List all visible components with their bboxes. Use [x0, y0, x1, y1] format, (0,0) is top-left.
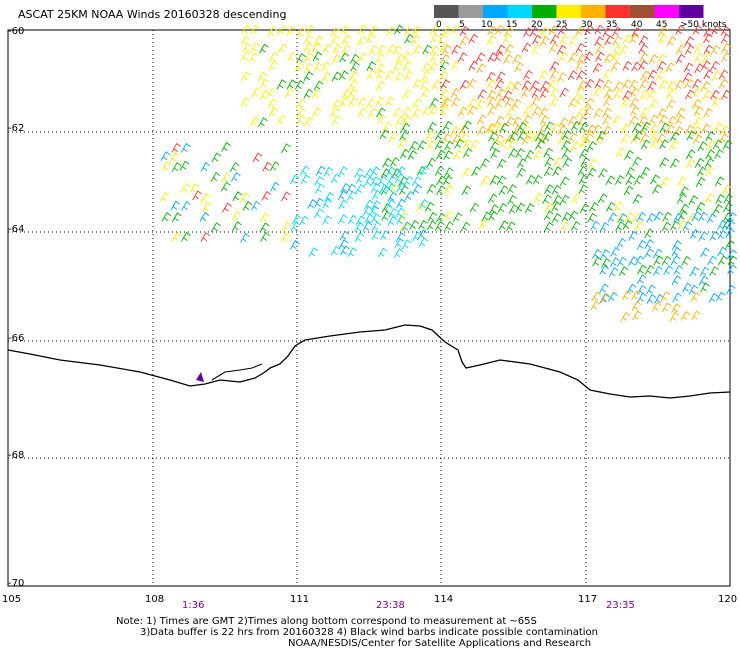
legend-swatch [507, 5, 532, 18]
legend-swatch [483, 5, 508, 18]
lon-label: 120 [718, 594, 738, 605]
legend-label: >50 knots [680, 20, 727, 30]
legend-label: 30 [581, 20, 593, 30]
lat-label: -64 [8, 224, 25, 235]
legend-swatch [679, 5, 704, 18]
legend-label: 25 [556, 20, 568, 30]
wind-barbs [159, 24, 738, 322]
legend-color-bar [434, 5, 704, 18]
legend-swatch [556, 5, 581, 18]
note-line-1: Note: 1) Times are GMT 2)Times along bot… [116, 616, 537, 627]
legend-label: 35 [606, 20, 618, 30]
lat-label: -62 [8, 123, 25, 134]
legend-label: 5 [459, 20, 465, 30]
legend-label: 10 [481, 20, 493, 30]
lon-label: 117 [578, 594, 598, 605]
legend-label: 45 [656, 20, 668, 30]
note-line-3: NOAA/NESDIS/Center for Satellite Applica… [288, 638, 592, 649]
coastline-inner [211, 363, 263, 381]
lon-label: 114 [434, 594, 454, 605]
pass-time: 23:38 [376, 600, 405, 611]
lat-label: -68 [8, 450, 25, 461]
lon-label: 105 [2, 594, 22, 605]
legend-label: 20 [531, 20, 543, 30]
lon-label: 111 [290, 594, 310, 605]
legend-swatch [532, 5, 557, 18]
legend-swatch [458, 5, 483, 18]
legend-label: 0 [436, 20, 442, 30]
legend-swatch [630, 5, 655, 18]
coastline [7, 324, 731, 399]
graticule [8, 30, 730, 586]
legend-label: 40 [631, 20, 643, 30]
map-title: ASCAT 25KM NOAA Winds 20160328 descendin… [18, 8, 287, 21]
pass-time: 23:35 [606, 600, 635, 611]
lat-label: -66 [8, 333, 25, 344]
legend-swatch [654, 5, 679, 18]
legend-swatch [434, 5, 459, 18]
note-line-2: 3)Data buffer is 22 hrs from 20160328 4)… [140, 627, 598, 638]
lon-label: 108 [145, 594, 165, 605]
lat-label: -70 [8, 578, 25, 589]
lat-label: -60 [8, 26, 25, 37]
station-marker [196, 372, 204, 382]
legend-swatch [605, 5, 630, 18]
legend-swatch [581, 5, 606, 18]
map-frame [7, 29, 731, 587]
pass-time: 1:36 [182, 600, 205, 611]
legend-label: 15 [506, 20, 518, 30]
